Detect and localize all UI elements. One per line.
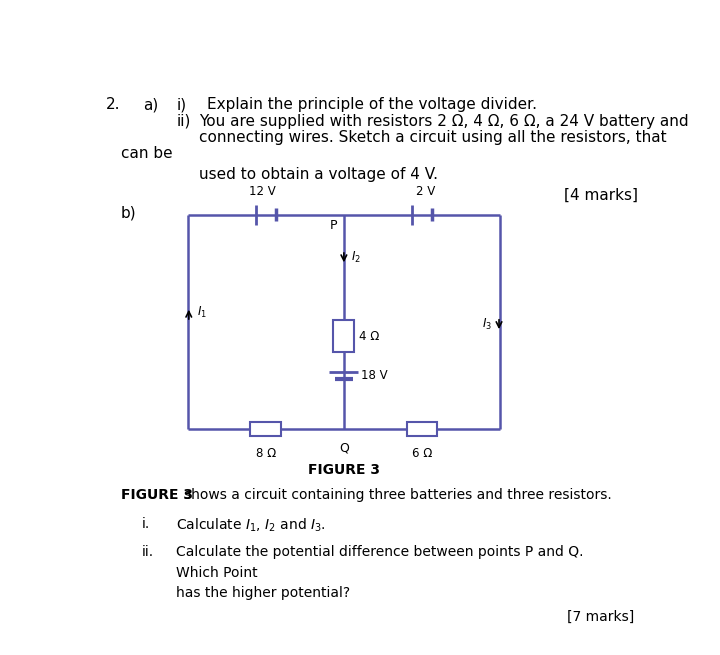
Text: FIGURE 3: FIGURE 3 — [308, 464, 380, 477]
Text: connecting wires. Sketch a circuit using all the resistors, that: connecting wires. Sketch a circuit using… — [199, 130, 667, 145]
Text: 2 V: 2 V — [416, 185, 436, 198]
Text: 18 V: 18 V — [361, 369, 387, 382]
Text: can be: can be — [121, 146, 172, 161]
Text: Calculate $I_1$, $I_2$ and $I_3$.: Calculate $I_1$, $I_2$ and $I_3$. — [176, 517, 326, 534]
Text: 4 Ω: 4 Ω — [359, 329, 379, 343]
Bar — [333, 320, 354, 352]
Text: 8 Ω: 8 Ω — [256, 447, 276, 460]
Text: Q: Q — [339, 441, 348, 454]
Text: $I_1$: $I_1$ — [197, 305, 207, 320]
Text: FIGURE 3: FIGURE 3 — [121, 487, 193, 502]
Bar — [251, 422, 281, 436]
Text: has the higher potential?: has the higher potential? — [176, 586, 351, 600]
Text: ii): ii) — [176, 114, 191, 129]
Text: Which Point: Which Point — [176, 566, 258, 580]
Text: used to obtain a voltage of 4 V.: used to obtain a voltage of 4 V. — [199, 167, 438, 182]
Text: a): a) — [143, 97, 158, 112]
Text: ii.: ii. — [141, 544, 153, 559]
Text: i): i) — [176, 97, 186, 112]
Bar — [407, 422, 437, 436]
Text: shows a circuit containing three batteries and three resistors.: shows a circuit containing three batteri… — [184, 487, 611, 502]
Text: i.: i. — [141, 517, 150, 531]
Text: Explain the principle of the voltage divider.: Explain the principle of the voltage div… — [207, 97, 537, 112]
Text: $I_2$: $I_2$ — [351, 250, 361, 265]
Text: 6 Ω: 6 Ω — [412, 447, 432, 460]
Text: You are supplied with resistors 2 Ω, 4 Ω, 6 Ω, a 24 V battery and: You are supplied with resistors 2 Ω, 4 Ω… — [199, 114, 688, 129]
Text: 2.: 2. — [106, 97, 120, 112]
Text: P: P — [330, 219, 337, 233]
Text: $I_3$: $I_3$ — [482, 317, 492, 332]
Text: [7 marks]: [7 marks] — [567, 610, 634, 624]
Text: b): b) — [121, 206, 136, 221]
Text: Calculate the potential difference between points P and Q.: Calculate the potential difference betwe… — [176, 544, 584, 559]
Text: 12 V: 12 V — [249, 185, 276, 198]
Text: [4 marks]: [4 marks] — [564, 188, 639, 203]
